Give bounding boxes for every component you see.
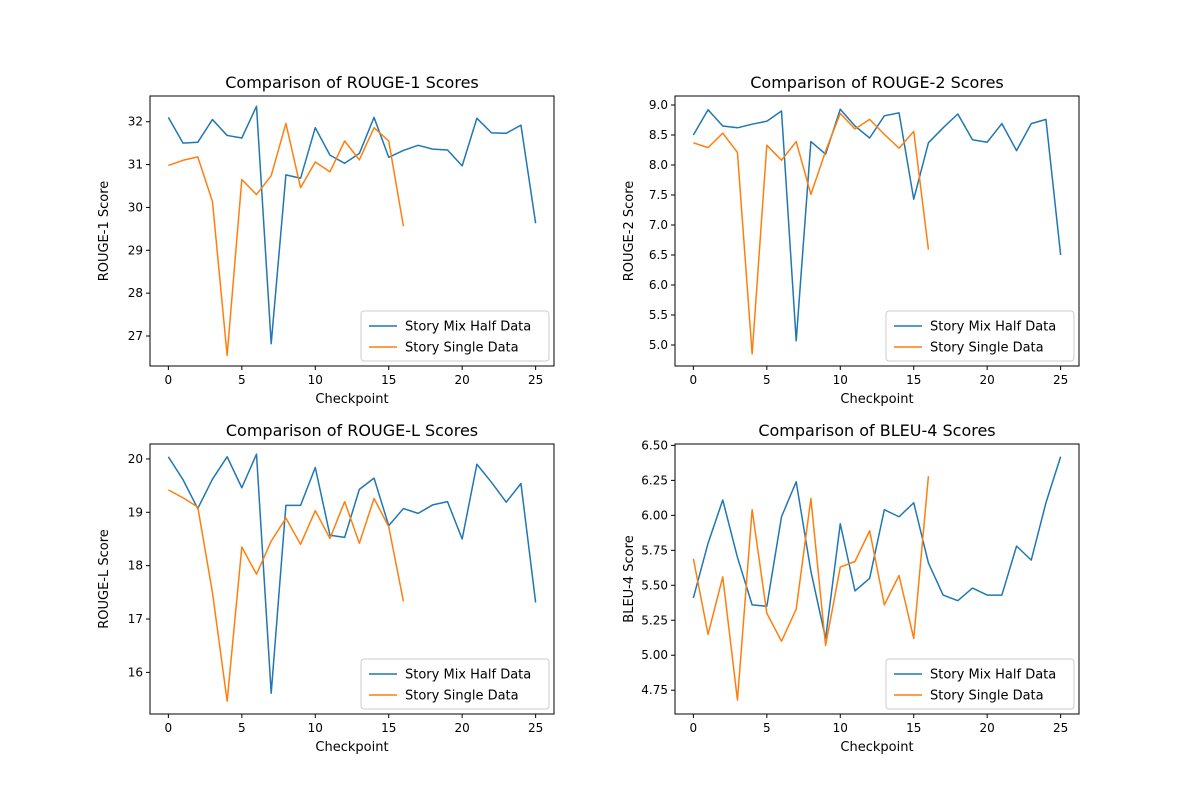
legend-entry: Story Mix Half Data	[930, 320, 1056, 335]
y-axis-label: BLEU-4 Score	[622, 535, 637, 622]
x-tick-label: 0	[165, 721, 173, 735]
x-tick-label: 25	[1053, 721, 1068, 735]
legend-entry: Story Single Data	[405, 689, 519, 704]
y-tick-label: 5.00	[641, 648, 668, 662]
x-tick-label: 5	[763, 373, 771, 387]
subplot-bleu-4: Comparison of BLEU-4 Scores 0 5 10 15 20 25 4.7…	[622, 421, 1080, 755]
x-tick-label: 5	[238, 721, 246, 735]
y-tick-label: 5.50	[641, 578, 668, 592]
y-tick-label: 6.25	[641, 473, 668, 487]
y-tick-label: 30	[128, 200, 143, 214]
legend-box	[360, 658, 550, 710]
x-tick-label: 15	[381, 721, 396, 735]
y-tick-label: 7.5	[649, 188, 668, 202]
legend-box	[360, 310, 550, 362]
y-tick-label: 8.0	[649, 158, 668, 172]
legend-box	[885, 658, 1075, 710]
axes-frame	[149, 95, 555, 367]
series-line-single	[692, 476, 930, 701]
series-line-single	[168, 489, 405, 702]
axes-frame	[674, 95, 1080, 367]
series-line-single	[693, 112, 930, 355]
x-axis-label: Checkpoint	[315, 392, 388, 407]
x-axis-label: Checkpoint	[840, 392, 913, 407]
subplot-rouge-2: Comparison of ROUGE-2 Scores 0 5 10 15 20 25 5.…	[622, 73, 1080, 407]
x-tick-label: 20	[455, 373, 470, 387]
y-tick-label: 18	[128, 559, 143, 573]
x-axis-label: Checkpoint	[315, 740, 388, 755]
legend-entry: Story Single Data	[930, 341, 1044, 356]
x-tick-label: 5	[763, 721, 771, 735]
y-axis-label: ROUGE-L Score	[97, 529, 112, 629]
y-tick-label: 5.5	[649, 308, 668, 322]
y-axis-label: ROUGE-1 Score	[97, 181, 112, 282]
legend-entry: Story Mix Half Data	[405, 668, 531, 683]
x-tick-label: 20	[980, 721, 995, 735]
legend-entry: Story Mix Half Data	[405, 320, 531, 335]
axes-frame	[149, 443, 555, 715]
x-tick-label: 0	[690, 373, 698, 387]
x-tick-label: 5	[238, 373, 246, 387]
x-tick-label: 0	[690, 721, 698, 735]
y-tick-label: 7.0	[649, 218, 668, 232]
legend-entry: Story Mix Half Data	[930, 668, 1056, 683]
x-tick-label: 0	[165, 373, 173, 387]
x-axis-label: Checkpoint	[840, 740, 913, 755]
y-tick-label: 6.50	[641, 438, 668, 452]
y-tick-label: 20	[128, 452, 143, 466]
y-tick-label: 6.00	[641, 508, 668, 522]
x-tick-label: 20	[980, 373, 995, 387]
subplot-rouge-l: Comparison of ROUGE-L Scores 0 5 10 15 20 25 16…	[97, 421, 555, 755]
x-tick-label: 10	[833, 373, 848, 387]
y-tick-label: 5.0	[649, 338, 668, 352]
series-line-single	[168, 122, 405, 357]
series-line-mix-half	[167, 453, 537, 694]
chart-title: Comparison of ROUGE-L Scores	[226, 421, 478, 440]
y-tick-label: 4.75	[641, 683, 668, 697]
legend-entry: Story Single Data	[930, 689, 1044, 704]
series-line-mix-half	[692, 456, 1062, 640]
x-tick-label: 25	[1053, 373, 1068, 387]
x-tick-label: 10	[833, 721, 848, 735]
x-tick-label: 20	[455, 721, 470, 735]
x-tick-label: 25	[528, 721, 543, 735]
chart-title: Comparison of ROUGE-1 Scores	[225, 73, 479, 92]
legend: Story Mix Half Data Story Single Data	[360, 310, 550, 362]
x-tick-label: 10	[308, 721, 323, 735]
subplot-rouge-1: Comparison of ROUGE-1 Scores 0 5 10 15 20 25 27…	[97, 73, 555, 407]
y-tick-label: 27	[128, 329, 143, 343]
y-tick-label: 9.0	[649, 98, 668, 112]
x-tick-label: 15	[906, 373, 921, 387]
legend: Story Mix Half Data Story Single Data	[885, 658, 1075, 710]
x-tick-label: 15	[906, 721, 921, 735]
legend-entry: Story Single Data	[405, 341, 519, 356]
y-tick-label: 32	[128, 115, 143, 129]
legend: Story Mix Half Data Story Single Data	[360, 658, 550, 710]
y-tick-label: 5.75	[641, 543, 668, 557]
y-tick-label: 16	[128, 665, 143, 679]
series-line-mix-half	[167, 105, 537, 345]
legend: Story Mix Half Data Story Single Data	[885, 310, 1075, 362]
legend-box	[885, 310, 1075, 362]
x-tick-label: 25	[528, 373, 543, 387]
chart-title: Comparison of ROUGE-2 Scores	[750, 73, 1004, 92]
y-tick-label: 19	[128, 505, 143, 519]
y-tick-label: 6.0	[649, 278, 668, 292]
axes-frame	[674, 443, 1080, 715]
chart-title: Comparison of BLEU-4 Scores	[758, 421, 995, 440]
y-tick-label: 28	[128, 286, 143, 300]
y-tick-label: 29	[128, 243, 143, 257]
y-axis-label: ROUGE-2 Score	[622, 181, 637, 282]
y-tick-label: 6.5	[649, 248, 668, 262]
y-tick-label: 17	[128, 612, 143, 626]
x-tick-label: 10	[308, 373, 323, 387]
y-tick-label: 8.5	[649, 128, 668, 142]
y-tick-label: 5.25	[641, 613, 668, 627]
y-tick-label: 31	[128, 158, 143, 172]
x-tick-label: 15	[381, 373, 396, 387]
